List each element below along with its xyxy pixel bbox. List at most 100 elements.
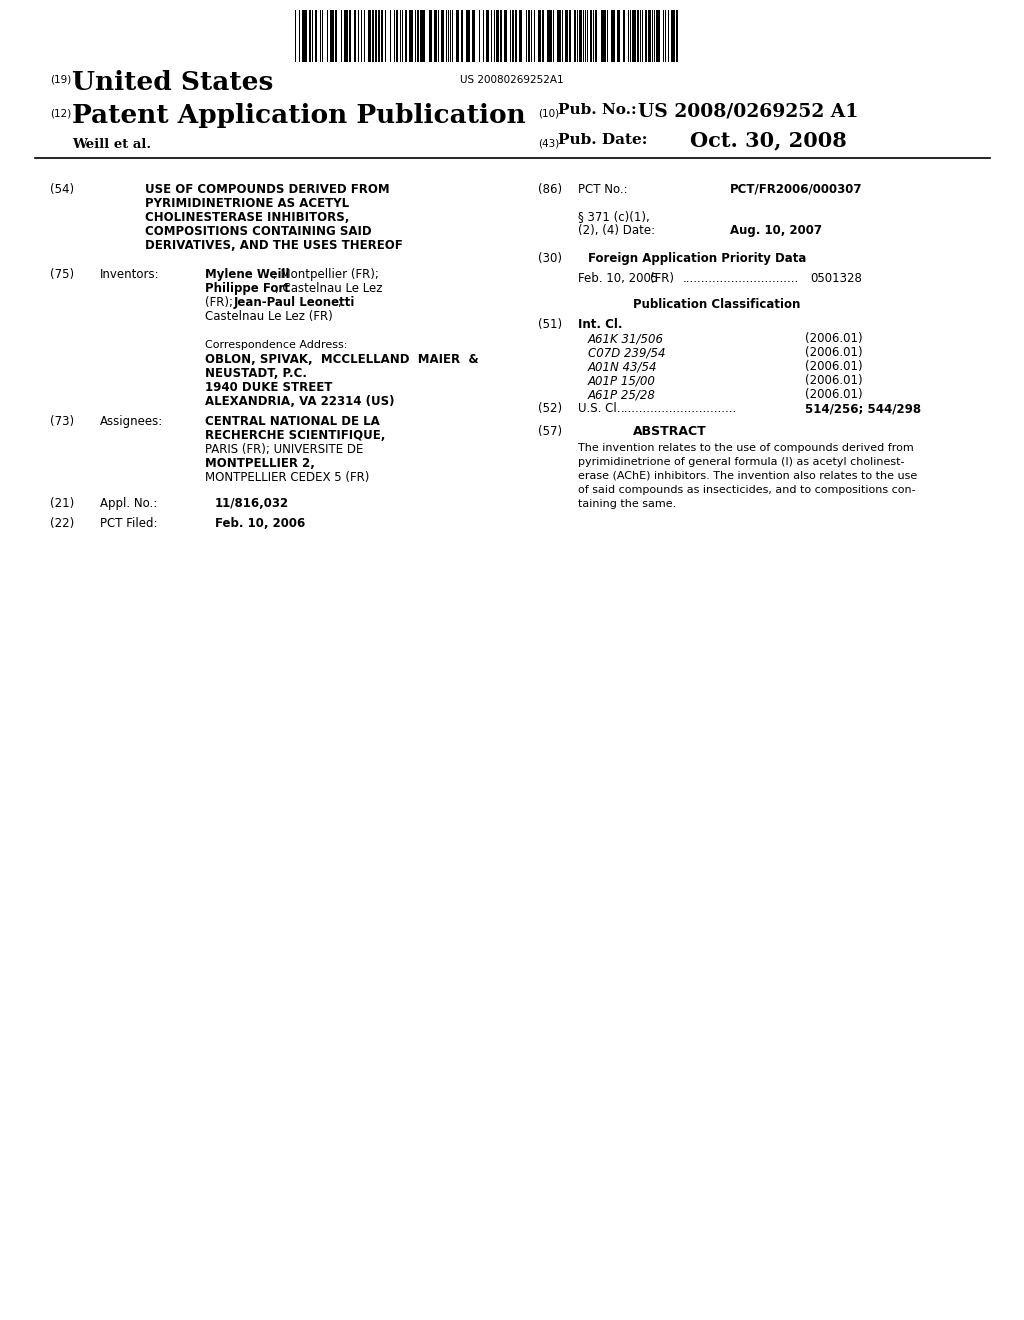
Text: Feb. 10, 2006: Feb. 10, 2006 (215, 517, 305, 531)
Bar (344, 11, 348, 62)
Text: PYRIMIDINETRIONE AS ACETYL: PYRIMIDINETRIONE AS ACETYL (145, 197, 349, 210)
Bar (611, 11, 615, 62)
Bar (378, 11, 380, 62)
Bar (645, 11, 647, 62)
Text: Aug. 10, 2007: Aug. 10, 2007 (730, 224, 822, 238)
Bar (617, 11, 620, 62)
Bar (496, 11, 499, 62)
Text: CENTRAL NATIONAL DE LA: CENTRAL NATIONAL DE LA (205, 414, 380, 428)
Text: (2006.01): (2006.01) (805, 360, 862, 374)
Bar (330, 11, 334, 62)
Text: Pub. Date:: Pub. Date: (558, 133, 647, 147)
Text: United States: United States (72, 70, 273, 95)
Text: RECHERCHE SCIENTIFIQUE,: RECHERCHE SCIENTIFIQUE, (205, 429, 385, 442)
Bar (528, 11, 530, 62)
Text: ABSTRACT: ABSTRACT (633, 425, 707, 438)
Text: PCT/FR2006/000307: PCT/FR2006/000307 (730, 183, 862, 195)
Text: (75): (75) (50, 268, 74, 281)
Bar (456, 11, 459, 62)
Text: (73): (73) (50, 414, 74, 428)
Text: COMPOSITIONS CONTAINING SAID: COMPOSITIONS CONTAINING SAID (145, 224, 372, 238)
Text: CHOLINESTERASE INHIBITORS,: CHOLINESTERASE INHIBITORS, (145, 211, 349, 224)
Bar (671, 11, 675, 62)
Text: Inventors:: Inventors: (100, 268, 160, 281)
Text: § 371 (c)(1),: § 371 (c)(1), (578, 210, 650, 223)
Text: ,: , (337, 296, 341, 309)
Text: ...............................: ............................... (621, 403, 737, 414)
Text: (21): (21) (50, 498, 75, 510)
Text: USE OF COMPOUNDS DERIVED FROM: USE OF COMPOUNDS DERIVED FROM (145, 183, 389, 195)
Bar (335, 11, 337, 62)
Text: Pub. No.:: Pub. No.: (558, 103, 637, 117)
Text: (19): (19) (50, 75, 72, 84)
Bar (574, 11, 575, 62)
Bar (441, 11, 444, 62)
Bar (515, 11, 517, 62)
Text: MONTPELLIER CEDEX 5 (FR): MONTPELLIER CEDEX 5 (FR) (205, 471, 370, 484)
Text: taining the same.: taining the same. (578, 499, 676, 510)
Text: , Castelnau Le Lez: , Castelnau Le Lez (275, 282, 383, 294)
Text: DERIVATIVES, AND THE USES THEREOF: DERIVATIVES, AND THE USES THEREOF (145, 239, 402, 252)
Bar (676, 11, 678, 62)
Text: (86): (86) (538, 183, 562, 195)
Bar (656, 11, 660, 62)
Text: A01N 43/54: A01N 43/54 (588, 360, 657, 374)
Bar (512, 11, 514, 62)
Bar (309, 11, 311, 62)
Text: erase (AChE) inhibitors. The invention also relates to the use: erase (AChE) inhibitors. The invention a… (578, 471, 918, 480)
Bar (648, 11, 651, 62)
Text: (12): (12) (50, 108, 72, 117)
Text: (2006.01): (2006.01) (805, 374, 862, 387)
Bar (547, 11, 552, 62)
Bar (601, 11, 606, 62)
Text: A61P 25/28: A61P 25/28 (588, 388, 656, 401)
Bar (368, 11, 371, 62)
Text: (57): (57) (538, 425, 562, 438)
Bar (557, 11, 561, 62)
Bar (406, 11, 407, 62)
Text: Oct. 30, 2008: Oct. 30, 2008 (690, 129, 847, 150)
Text: (2006.01): (2006.01) (805, 333, 862, 345)
Bar (637, 11, 639, 62)
Text: 514/256; 544/298: 514/256; 544/298 (805, 403, 922, 414)
Text: PARIS (FR); UNIVERSITE DE: PARIS (FR); UNIVERSITE DE (205, 444, 364, 455)
Text: Correspondence Address:: Correspondence Address: (205, 341, 347, 350)
Bar (623, 11, 625, 62)
Text: OBLON, SPIVAK,  MCCLELLAND  MAIER  &: OBLON, SPIVAK, MCCLELLAND MAIER & (205, 352, 478, 366)
Bar (417, 11, 419, 62)
Text: U.S. Cl.: U.S. Cl. (578, 403, 621, 414)
Text: (43): (43) (538, 139, 559, 148)
Text: Mylene Weill: Mylene Weill (205, 268, 290, 281)
Text: of said compounds as insecticides, and to compositions con-: of said compounds as insecticides, and t… (578, 484, 915, 495)
Text: US 2008/0269252 A1: US 2008/0269252 A1 (638, 103, 858, 121)
Bar (375, 11, 377, 62)
Text: (2006.01): (2006.01) (805, 346, 862, 359)
Bar (434, 11, 437, 62)
Text: (2006.01): (2006.01) (805, 388, 862, 401)
Bar (372, 11, 374, 62)
Text: Int. Cl.: Int. Cl. (578, 318, 623, 331)
Text: ...............................: ............................... (683, 272, 800, 285)
Bar (590, 11, 592, 62)
Bar (409, 11, 413, 62)
Bar (349, 11, 351, 62)
Text: Assignees:: Assignees: (100, 414, 163, 428)
Text: Weill et al.: Weill et al. (72, 139, 152, 150)
Text: Castelnau Le Lez (FR): Castelnau Le Lez (FR) (205, 310, 333, 323)
Bar (420, 11, 425, 62)
Bar (538, 11, 541, 62)
Bar (542, 11, 544, 62)
Text: 0501328: 0501328 (810, 272, 862, 285)
Text: (FR): (FR) (650, 272, 678, 285)
Text: Publication Classification: Publication Classification (633, 298, 801, 312)
Text: A61K 31/506: A61K 31/506 (588, 333, 664, 345)
Bar (354, 11, 356, 62)
Text: (FR);: (FR); (205, 296, 237, 309)
Text: (51): (51) (538, 318, 562, 331)
Text: (10): (10) (538, 108, 559, 117)
Bar (472, 11, 475, 62)
Text: 1940 DUKE STREET: 1940 DUKE STREET (205, 381, 333, 393)
Text: Appl. No.:: Appl. No.: (100, 498, 158, 510)
Bar (632, 11, 636, 62)
Text: Patent Application Publication: Patent Application Publication (72, 103, 525, 128)
